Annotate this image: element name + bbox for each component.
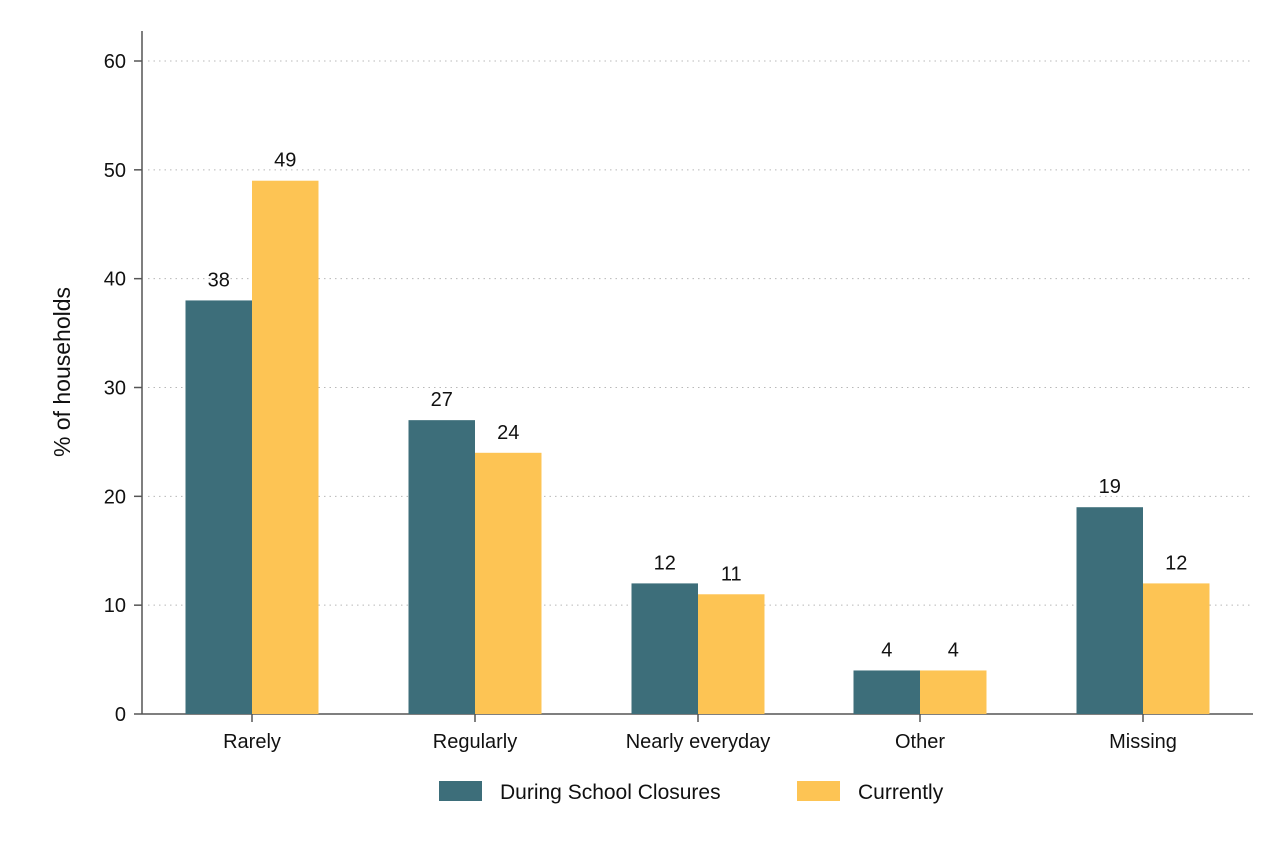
- y-tick-label: 20: [104, 486, 126, 508]
- data-label: 19: [1099, 476, 1121, 498]
- x-axis-ticks: Rarely Regularly Nearly everyday Other Missi…: [223, 714, 1177, 753]
- legend-swatch: [797, 781, 840, 801]
- bar: [252, 180, 319, 714]
- data-label: 11: [721, 563, 742, 585]
- y-tick-label: 0: [115, 704, 126, 726]
- data-label: 49: [274, 150, 296, 172]
- y-axis-title: % of households: [49, 287, 75, 457]
- x-tick-label: Nearly everyday: [626, 731, 771, 753]
- y-tick-label: 10: [104, 595, 126, 617]
- x-tick-label: Missing: [1109, 731, 1177, 753]
- data-label: 12: [654, 552, 676, 574]
- bar: [920, 670, 987, 714]
- bar: [698, 594, 765, 714]
- y-tick-label: 40: [104, 269, 126, 291]
- bars: [185, 180, 1210, 714]
- bar: [631, 583, 698, 714]
- bar: [1076, 507, 1143, 714]
- legend-label: During School Closures: [500, 781, 721, 804]
- bar: [1143, 583, 1210, 714]
- y-tick-label: 50: [104, 160, 126, 182]
- data-label: 4: [948, 639, 959, 661]
- data-label: 38: [208, 269, 230, 291]
- data-labels: 38 49 27 24 12 11 4 4 19 12: [208, 150, 1188, 662]
- y-tick-label: 60: [104, 51, 126, 73]
- data-label: 4: [881, 639, 892, 661]
- data-label: 12: [1165, 552, 1187, 574]
- x-tick-label: Rarely: [223, 731, 281, 753]
- bar: [475, 452, 542, 714]
- legend: During School Closures Currently: [439, 781, 944, 804]
- bar: [853, 670, 920, 714]
- data-label: 24: [497, 422, 519, 444]
- bar: [185, 300, 252, 714]
- legend-swatch: [439, 781, 482, 801]
- x-tick-label: Regularly: [433, 731, 517, 753]
- data-label: 27: [431, 389, 453, 411]
- x-tick-label: Other: [895, 731, 945, 753]
- bar: [408, 420, 475, 714]
- legend-label: Currently: [858, 781, 944, 804]
- y-axis-ticks: 0 10 20 30 40 50 60: [104, 51, 142, 726]
- y-tick-label: 30: [104, 378, 126, 400]
